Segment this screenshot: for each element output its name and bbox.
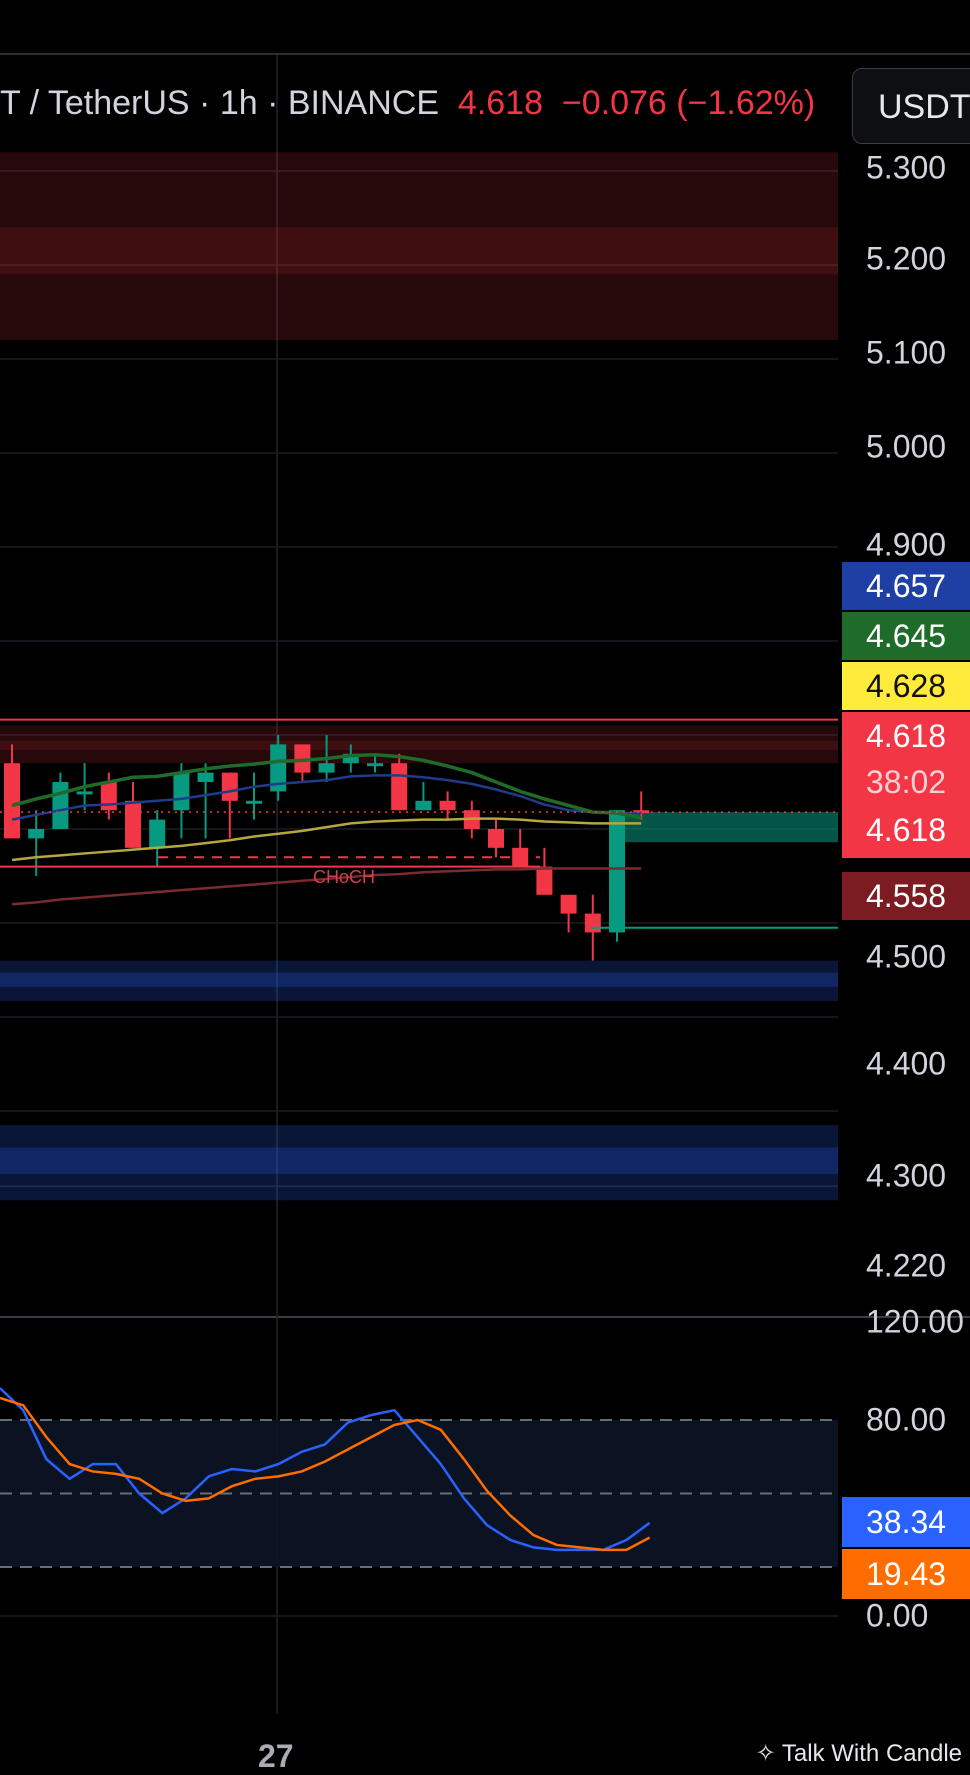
moving-average-red — [11, 867, 642, 906]
last-price-tag-value-2: 4.618 — [866, 812, 947, 848]
moving-average-blue — [11, 774, 642, 821]
moving-average-green — [11, 752, 642, 820]
symbol-title: T / TetherUS · 1h · BINANCE — [0, 84, 439, 122]
osc-axis-label: 80.00 — [866, 1401, 947, 1438]
red-ma-tag: 4.558 — [842, 872, 970, 920]
price-label: 5.000 — [866, 428, 947, 465]
candle-body — [318, 763, 335, 773]
moving-average-yellow — [11, 817, 642, 862]
candle-body — [52, 782, 69, 829]
candle-body — [342, 753, 359, 764]
candle-body — [28, 829, 45, 839]
price-label: 5.100 — [866, 334, 947, 371]
osc-axis-label: 0.00 — [866, 1597, 929, 1634]
currency-button[interactable]: USDT — [852, 68, 970, 144]
demand-zone-core — [0, 1147, 838, 1174]
price-change: −0.076 (−1.62%) — [561, 84, 816, 122]
candle-body — [125, 800, 141, 848]
time-axis-label: 27 — [258, 1738, 294, 1774]
price-label: 4.300 — [866, 1157, 947, 1194]
price-label: 4.900 — [866, 526, 947, 563]
fvg-zone — [622, 812, 838, 843]
candle-body — [197, 772, 214, 782]
stoch-orange-line — [0, 1396, 651, 1552]
watermark: ✧ Talk With Candle — [756, 1739, 962, 1768]
watermark-text: Talk With Candle — [781, 1740, 962, 1767]
last-price-tag: 4.618 38:02 4.618 — [842, 712, 970, 858]
candle-body — [415, 800, 432, 811]
osc-axis-label: 120.00 — [866, 1303, 964, 1340]
last-price-tag-value: 4.618 — [866, 718, 947, 754]
yellow-ma-tag: 4.628 — [842, 662, 970, 710]
supply-zone — [0, 152, 838, 341]
stoch-d-tag: 19.43 — [842, 1549, 970, 1599]
demand-zone-core — [0, 972, 838, 987]
candle-body — [536, 866, 553, 895]
candle-body — [560, 894, 577, 914]
demand-zone — [0, 1125, 838, 1201]
candle-body — [76, 791, 93, 795]
candle-countdown: 38:02 — [866, 764, 947, 800]
candle-body — [584, 913, 601, 933]
candle-body — [439, 800, 456, 811]
candle-body — [270, 744, 287, 792]
candle-body — [609, 810, 625, 933]
last-price: 4.618 — [457, 84, 543, 122]
blue-ma-tag: 4.657 — [842, 562, 970, 610]
price-label: 5.300 — [866, 149, 947, 186]
demand-zone — [0, 960, 838, 1002]
brand-logo-icon: ✧ — [755, 1740, 776, 1767]
symbol-header: T / TetherUS · 1h · BINANCE 4.618 −0.076… — [0, 80, 815, 126]
choch-label: CHoCH — [313, 867, 376, 887]
price-label: 5.200 — [866, 240, 947, 277]
candle-body — [246, 800, 262, 804]
candle-body — [221, 772, 238, 801]
price-label: 4.220 — [866, 1247, 947, 1284]
candle-body — [488, 829, 504, 848]
supply-zone — [0, 725, 838, 764]
candle-body — [294, 744, 311, 773]
price-label: 4.400 — [866, 1045, 947, 1082]
supply-zone-core — [0, 740, 838, 751]
green-ma-tag: 4.645 — [842, 612, 970, 660]
candle-body — [367, 763, 383, 767]
stoch-blue-line — [0, 1387, 651, 1552]
price-label: 4.500 — [866, 938, 947, 975]
candle-body — [391, 763, 408, 811]
candle-body — [173, 772, 190, 811]
candle-body — [149, 819, 166, 848]
candle-body — [633, 810, 650, 814]
candle-body — [4, 763, 20, 839]
stoch-k-tag: 38.34 — [842, 1497, 970, 1547]
supply-zone-core — [0, 227, 838, 275]
